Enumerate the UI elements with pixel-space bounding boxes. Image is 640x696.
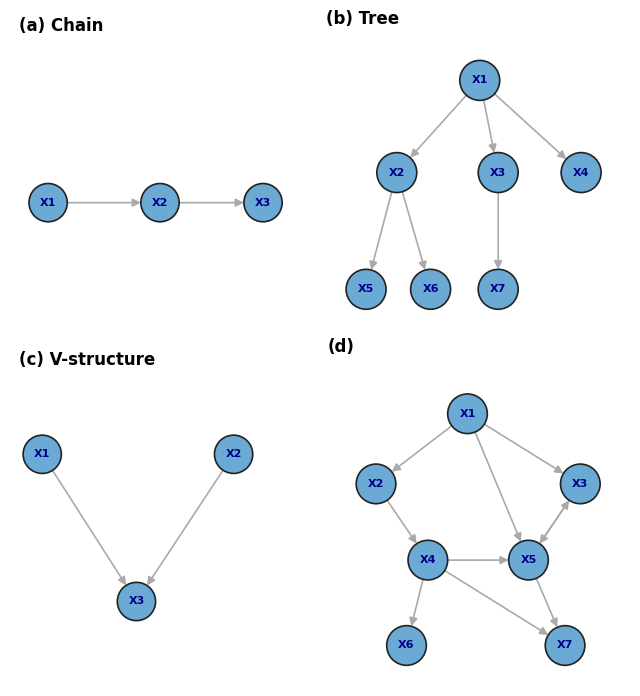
Text: X5: X5 — [520, 555, 536, 565]
Text: X3: X3 — [255, 198, 271, 207]
Text: X4: X4 — [420, 555, 436, 565]
Circle shape — [478, 269, 518, 309]
Circle shape — [545, 626, 585, 665]
Circle shape — [141, 184, 179, 222]
Text: X3: X3 — [572, 479, 588, 489]
Circle shape — [408, 540, 448, 580]
Circle shape — [448, 394, 487, 434]
Text: X2: X2 — [152, 198, 168, 207]
Circle shape — [23, 435, 61, 473]
Text: X7: X7 — [490, 284, 506, 294]
Circle shape — [117, 583, 156, 621]
Text: X6: X6 — [422, 284, 439, 294]
Text: X2: X2 — [368, 479, 384, 489]
Text: (b) Tree: (b) Tree — [326, 10, 399, 28]
Text: X2: X2 — [225, 450, 242, 459]
Circle shape — [387, 626, 426, 665]
Circle shape — [478, 152, 518, 193]
Text: X1: X1 — [34, 450, 51, 459]
Text: X1: X1 — [40, 198, 56, 207]
Text: X3: X3 — [129, 596, 145, 606]
Circle shape — [29, 184, 67, 222]
Circle shape — [377, 152, 417, 193]
Text: X2: X2 — [388, 168, 405, 177]
Text: (a) Chain: (a) Chain — [19, 17, 103, 35]
Circle shape — [346, 269, 386, 309]
Text: (d): (d) — [327, 338, 354, 356]
Text: X4: X4 — [573, 168, 589, 177]
Text: (c) V-structure: (c) V-structure — [19, 351, 155, 369]
Circle shape — [509, 540, 548, 580]
Circle shape — [561, 464, 600, 504]
Text: X3: X3 — [490, 168, 506, 177]
Text: X1: X1 — [472, 75, 488, 86]
Circle shape — [214, 435, 253, 473]
Circle shape — [356, 464, 396, 504]
Text: X6: X6 — [398, 640, 415, 651]
Text: X1: X1 — [460, 409, 476, 419]
Circle shape — [244, 184, 282, 222]
Circle shape — [561, 152, 601, 193]
Text: X5: X5 — [358, 284, 374, 294]
Circle shape — [411, 269, 451, 309]
Text: X7: X7 — [557, 640, 573, 651]
Circle shape — [460, 61, 500, 100]
